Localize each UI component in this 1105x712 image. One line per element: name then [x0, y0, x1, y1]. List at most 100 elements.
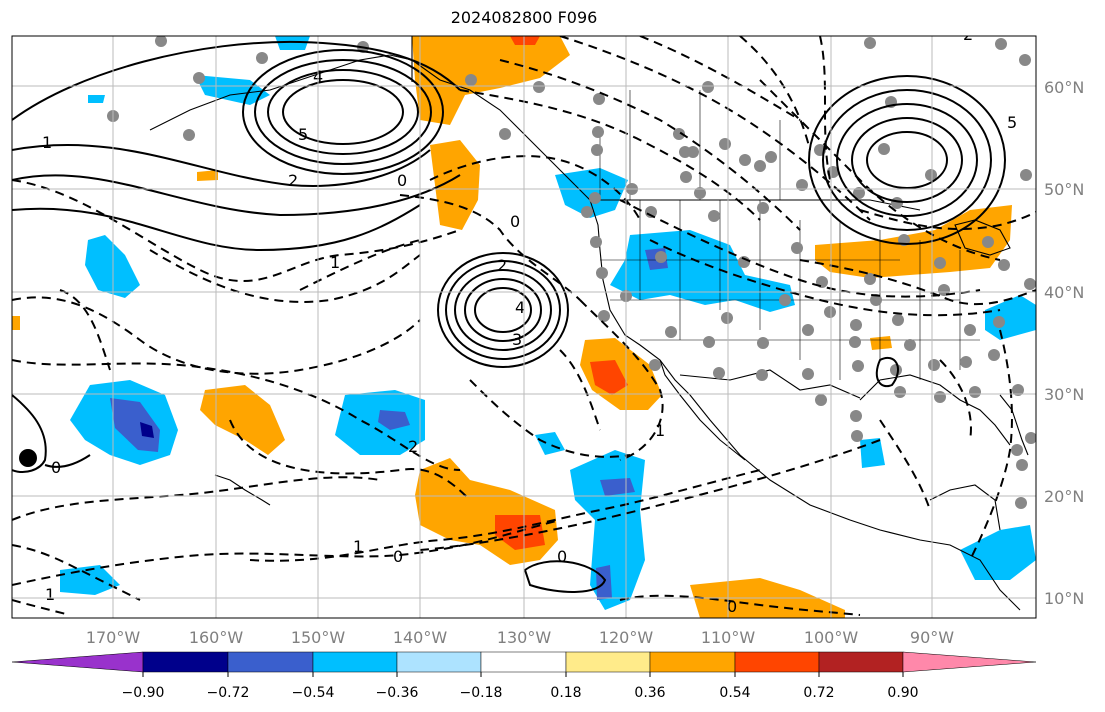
- contour-label: 2: [288, 171, 298, 190]
- shade-orange-small3: [870, 336, 892, 350]
- lon-label-130w: 130°W: [497, 628, 552, 647]
- colorbar-tick-label: 0.18: [550, 685, 581, 701]
- shade-blue-small2: [88, 95, 105, 103]
- lon-label-90w: 90°W: [910, 628, 954, 647]
- shade-red-alaska: [510, 36, 540, 45]
- colorbar-segment: [312, 651, 398, 673]
- contour-label: 1: [45, 585, 55, 604]
- colorbar-segment: [565, 651, 651, 673]
- shade-blue-top: [275, 36, 310, 50]
- colorbar-segment: [818, 651, 904, 673]
- contour-label: 0: [397, 171, 407, 190]
- coastlines: [149, 36, 1029, 611]
- lon-label-120w: 120°W: [599, 628, 654, 647]
- shade-darkblue-mid: [378, 410, 410, 430]
- map-panel[interactable]: 5 4 2 1 0 2 1 3 4 5 0 2 1 0 0 1 0 1 2 0: [12, 25, 1037, 618]
- shade-red-baja: [590, 360, 628, 395]
- shade-blue-small1: [535, 432, 565, 455]
- lat-labels: 60°N 50°N 40°N 30°N 20°N 10°N: [1044, 78, 1084, 608]
- lon-label-150w: 150°W: [291, 628, 346, 647]
- lon-label-160w: 160°W: [189, 628, 244, 647]
- shade-blue-mexico: [960, 525, 1036, 580]
- gridlines: [12, 36, 1036, 618]
- colorbar: −0.90 −0.72 −0.54 −0.36 −0.18 0.18 0.36 …: [11, 651, 1037, 701]
- contour-label: 2: [497, 256, 507, 275]
- contour-label: 0: [393, 547, 403, 566]
- shade-orange-small2: [12, 316, 20, 330]
- shade-blue-gulf: [860, 438, 885, 468]
- contour-label: 5: [298, 125, 308, 144]
- coast-westcoast: [574, 184, 691, 396]
- contour-label: 1: [330, 253, 340, 272]
- colorbar-tick-label: 0.90: [887, 685, 918, 701]
- coast-aleutians: [149, 54, 413, 131]
- lat-label-50n: 50°N: [1044, 180, 1084, 199]
- lon-label-100w: 100°W: [804, 628, 859, 647]
- coast-gulf: [859, 374, 1011, 446]
- lat-label-60n: 60°N: [1044, 78, 1084, 97]
- contour-label: 4: [515, 298, 525, 317]
- shade-blue-east: [985, 295, 1036, 340]
- contour-label: 5: [1007, 113, 1017, 132]
- coast-alaska: [411, 59, 576, 186]
- station-dots: [107, 36, 1036, 509]
- coast-yucatan: [929, 484, 1001, 531]
- coast-hawaii: [214, 474, 271, 506]
- colorbar-tick-label: 0.36: [634, 685, 665, 701]
- colorbar-segment: [649, 651, 736, 673]
- lat-label-10n: 10°N: [1044, 589, 1084, 608]
- colorbar-segment: [902, 651, 1037, 673]
- lon-label-110w: 110°W: [701, 628, 756, 647]
- colorbar-segment: [142, 651, 229, 673]
- shade-navy-core: [140, 422, 154, 438]
- contour-label: 0: [51, 458, 61, 477]
- border-us-mexico: [679, 369, 861, 399]
- contour-label: 0: [727, 597, 737, 616]
- colorbar-segment: [396, 651, 482, 673]
- contour-lines-solid: [12, 40, 1006, 593]
- colorbar-tick-label: −0.36: [376, 685, 419, 701]
- colorbar-tick-label: −0.18: [460, 685, 503, 701]
- contour-label: 0: [510, 212, 520, 231]
- coast-baja: [659, 359, 746, 461]
- shade-orange-tropic1: [200, 385, 285, 455]
- colorbar-segment: [227, 651, 314, 673]
- colorbar-tick-label: 0.54: [719, 685, 750, 701]
- colorbar-tick-label: 0.72: [803, 685, 834, 701]
- border-us-canada: [600, 199, 921, 211]
- shade-red-tropic2: [495, 515, 545, 550]
- lat-label-30n: 30°N: [1044, 385, 1084, 404]
- contour-label: 1: [353, 537, 363, 556]
- coast-mexico-west: [689, 394, 1021, 611]
- map-frame: [11, 35, 1037, 619]
- lon-labels: 170°W 160°W 150°W 140°W 130°W 120°W 110°…: [86, 628, 954, 647]
- colorbar-segment: [480, 651, 567, 673]
- colorbar-segments: [11, 651, 1037, 673]
- shade-orange-small1: [197, 170, 218, 181]
- colorbar-tick-labels: −0.90 −0.72 −0.54 −0.36 −0.18 0.18 0.36 …: [122, 685, 919, 701]
- station-marker-black: [19, 449, 37, 467]
- map-title: 2024082800 F096: [450, 8, 598, 27]
- lon-label-170w: 170°W: [86, 628, 141, 647]
- shade-blue-bc: [555, 168, 628, 218]
- shade-orange-alaska: [412, 36, 570, 125]
- contour-label: 2: [408, 437, 418, 456]
- colorbar-ticks: [142, 672, 904, 677]
- contour-label: 2: [963, 25, 973, 44]
- shade-blue-aleutian: [195, 75, 270, 105]
- contour-label: 1: [655, 421, 665, 440]
- shade-orange-coast: [430, 140, 480, 230]
- contour-label: 3: [512, 330, 522, 349]
- colorbar-segment: [734, 651, 820, 673]
- contour-label: 0: [557, 547, 567, 566]
- positive-shading: [12, 36, 1012, 618]
- colorbar-segment: [11, 651, 144, 673]
- colorbar-tick-label: −0.54: [292, 685, 335, 701]
- colorbar-tick-label: −0.90: [122, 685, 165, 701]
- lon-label-140w: 140°W: [393, 628, 448, 647]
- coast-florida: [999, 394, 1029, 456]
- lat-label-20n: 20°N: [1044, 487, 1084, 506]
- lat-label-40n: 40°N: [1044, 283, 1084, 302]
- shade-darkblue-hawaii-west: [110, 398, 160, 452]
